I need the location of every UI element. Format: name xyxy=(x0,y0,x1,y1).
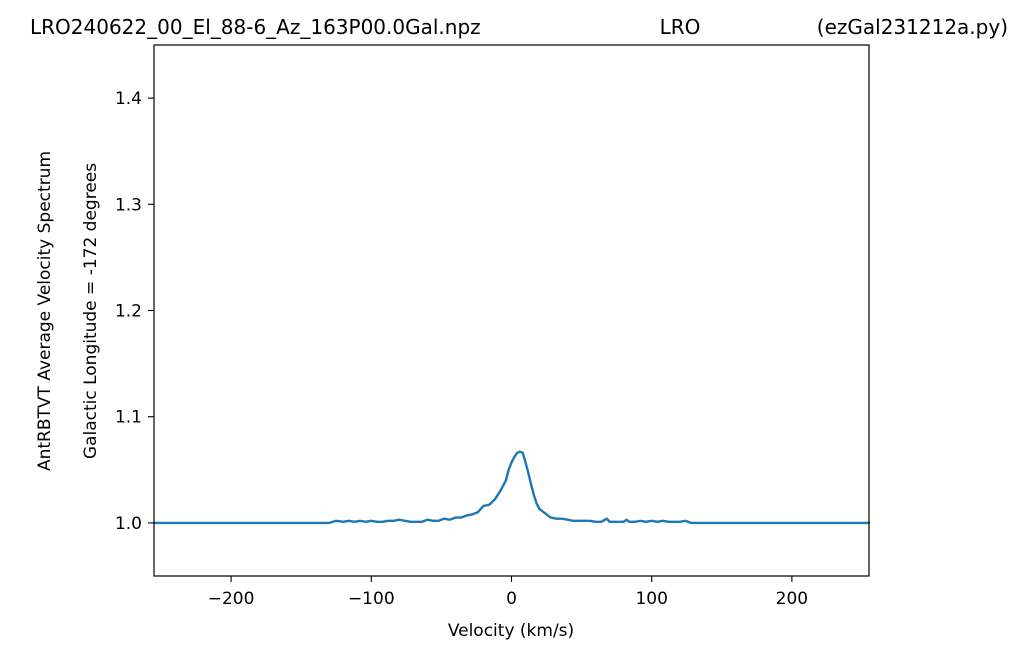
y-axis-ticks: 1.0 1.1 1.2 1.3 1.4 xyxy=(115,89,154,534)
y-tick-label: 1.4 xyxy=(115,89,142,109)
y-tick-label: 1.2 xyxy=(115,302,142,322)
chart-title-center: LRO xyxy=(660,15,701,39)
chart-title-left: LRO240622_00_El_88-6_Az_163P00.0Gal.npz xyxy=(30,15,481,39)
plot-data-layer xyxy=(152,450,871,525)
x-tick-label: −100 xyxy=(348,589,395,609)
y-tick-label: 1.1 xyxy=(115,408,142,428)
x-tick-label: 200 xyxy=(776,589,808,609)
spectrum-series-line xyxy=(152,450,871,525)
y-axis-label-secondary: Galactic Longitude = -172 degrees xyxy=(81,163,101,459)
x-axis-label: Velocity (km/s) xyxy=(448,621,574,641)
x-tick-label: −200 xyxy=(208,589,255,609)
plot-area-frame xyxy=(153,44,870,577)
x-tick-label: 100 xyxy=(635,589,667,609)
y-axis-label-primary: AntRBTVT Average Velocity Spectrum xyxy=(35,151,55,471)
y-tick-label: 1.3 xyxy=(115,195,142,215)
y-tick-label: 1.0 xyxy=(115,514,142,534)
x-axis-ticks: −200 −100 0 100 200 xyxy=(208,576,808,609)
chart-title-right: (ezGal231212a.py) xyxy=(817,15,1008,39)
x-tick-label: 0 xyxy=(506,589,517,609)
